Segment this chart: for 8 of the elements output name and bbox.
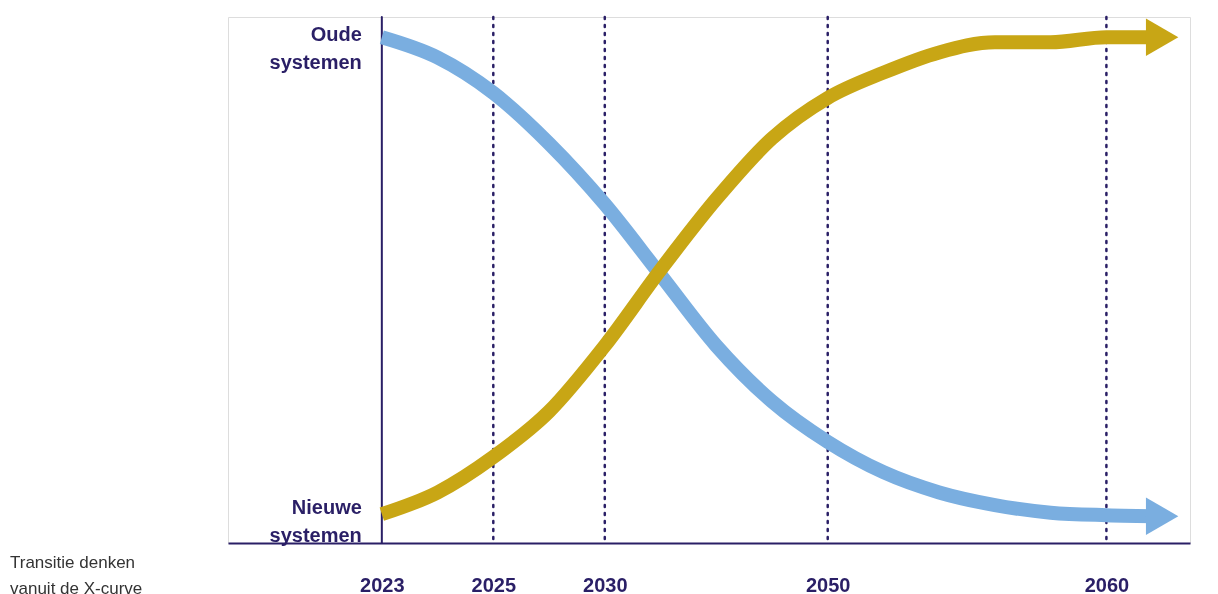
x-tick-label: 2025: [471, 573, 517, 594]
annotation: Nieuwe systemen: [269, 495, 362, 546]
annotation: Oude systemen: [269, 23, 362, 74]
x-tick-label: 2023: [360, 573, 405, 594]
x-tick-label: 2050: [805, 573, 851, 594]
x-tick-label: 2030: [583, 573, 628, 594]
x-tick-label: 2060: [1084, 573, 1130, 594]
text: Transitie denken vanuit de X-curve: [10, 553, 143, 594]
